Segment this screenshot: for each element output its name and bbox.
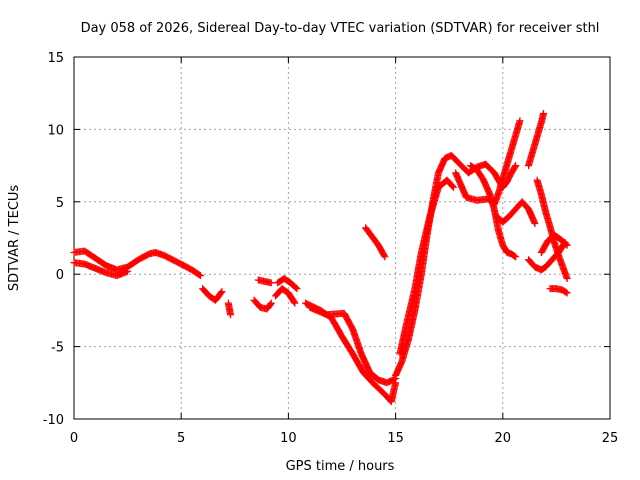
series-branch-19h bbox=[467, 162, 520, 261]
series-isolated-14h bbox=[362, 224, 389, 261]
series-segment-8h bbox=[250, 296, 275, 313]
series-main-lower bbox=[70, 259, 132, 280]
series-spike-21h bbox=[525, 109, 548, 170]
data-point bbox=[563, 289, 571, 297]
series-spike-20h bbox=[490, 117, 524, 209]
series-tail-23h bbox=[546, 285, 571, 297]
x-tick-label: 15 bbox=[387, 431, 404, 446]
y-tick-label: 5 bbox=[56, 196, 64, 211]
data-point bbox=[512, 253, 520, 261]
plot-frame bbox=[73, 56, 611, 420]
data-point bbox=[381, 253, 389, 261]
data-point bbox=[290, 298, 298, 306]
y-tick-label: 0 bbox=[56, 268, 64, 283]
series-branch-20h bbox=[492, 198, 539, 228]
data-point bbox=[267, 279, 275, 287]
data-point bbox=[267, 300, 275, 308]
x-tick-label: 25 bbox=[602, 431, 619, 446]
y-tick-label: -5 bbox=[51, 341, 64, 356]
chart-title: Day 058 of 2026, Sidereal Day-to-day VTE… bbox=[81, 21, 600, 36]
x-tick-label: 10 bbox=[280, 431, 297, 446]
series-segment-9h bbox=[254, 276, 275, 287]
y-tick-label: -10 bbox=[43, 413, 64, 428]
data-point bbox=[380, 252, 388, 260]
data-point bbox=[195, 271, 203, 279]
data-point bbox=[217, 289, 225, 297]
x-tick-label: 5 bbox=[177, 431, 185, 446]
y-tick-label: 15 bbox=[47, 51, 64, 66]
x-tick-label: 20 bbox=[495, 431, 512, 446]
series-branch-18h bbox=[452, 169, 498, 207]
data-point bbox=[449, 183, 457, 191]
data-point bbox=[531, 220, 539, 228]
data-point bbox=[218, 288, 226, 296]
x-axis-label: GPS time / hours bbox=[286, 459, 395, 474]
series-descent-a bbox=[302, 299, 400, 406]
data-point bbox=[291, 299, 299, 307]
series-rise-b bbox=[396, 176, 457, 358]
data-point bbox=[124, 267, 132, 275]
data-point bbox=[227, 311, 235, 319]
data-point bbox=[292, 284, 300, 292]
y-axis-label: SDTVAR / TECUs bbox=[7, 185, 22, 292]
data-point bbox=[449, 182, 457, 190]
data-point bbox=[511, 163, 519, 171]
series-segment-7h bbox=[224, 299, 235, 319]
series-descent-b bbox=[306, 304, 400, 387]
data-point bbox=[511, 252, 519, 260]
data-point bbox=[390, 375, 398, 383]
series-loop-22h bbox=[537, 231, 571, 256]
data-point bbox=[293, 285, 301, 293]
data-point bbox=[563, 275, 571, 283]
data-point bbox=[516, 117, 524, 125]
data-point bbox=[267, 299, 275, 307]
data-point bbox=[562, 240, 570, 248]
data-point bbox=[512, 162, 520, 170]
y-tick-label: 10 bbox=[47, 123, 64, 138]
data-point bbox=[562, 288, 570, 296]
series-fall-21h bbox=[533, 176, 571, 283]
grid-lines bbox=[74, 57, 610, 419]
data-point bbox=[563, 241, 571, 249]
series-segment-6h bbox=[199, 285, 226, 304]
series-segment-10h-upper bbox=[274, 275, 301, 293]
axis-ticks: 0 5 10 15 20 25 -10 -5 0 5 10 15 bbox=[43, 51, 619, 446]
data-point bbox=[196, 272, 204, 280]
data-point bbox=[540, 109, 548, 117]
x-tick-label: 0 bbox=[70, 431, 78, 446]
data-markers bbox=[70, 109, 571, 406]
series-segment-10h bbox=[272, 285, 299, 307]
